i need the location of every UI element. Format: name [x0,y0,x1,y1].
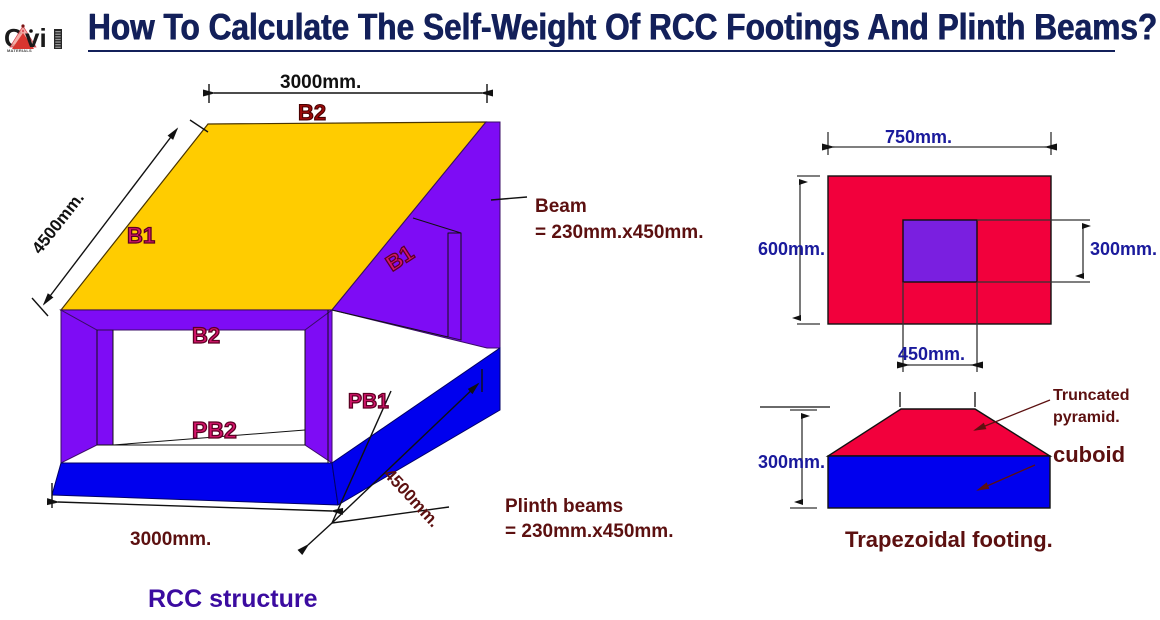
svg-text:B2: B2 [192,323,220,348]
svg-text:Plinth beams: Plinth beams [505,496,623,517]
svg-text:4500mm.: 4500mm. [380,465,444,531]
svg-text:B2: B2 [298,100,326,125]
svg-text:RCC structure: RCC structure [148,585,318,613]
svg-text:B1: B1 [127,223,155,248]
svg-text:cuboid: cuboid [1053,442,1125,467]
svg-text:600mm.: 600mm. [758,239,825,259]
svg-text:3000mm.: 3000mm. [280,72,361,93]
svg-text:= 230mm.x450mm.: = 230mm.x450mm. [535,222,703,243]
svg-text:450mm.: 450mm. [898,344,965,364]
svg-text:4500mm.: 4500mm. [28,188,88,257]
svg-text:pyramid.: pyramid. [1053,409,1120,426]
svg-text:= 230mm.x450mm.: = 230mm.x450mm. [505,521,673,542]
svg-text:Truncated: Truncated [1053,387,1129,404]
svg-text:Beam: Beam [535,196,587,217]
svg-text:Trapezoidal footing.: Trapezoidal footing. [845,527,1053,552]
svg-text:PB2: PB2 [192,417,237,443]
svg-text:750mm.: 750mm. [885,127,952,147]
svg-text:PB1: PB1 [348,390,389,413]
svg-text:300mm.: 300mm. [758,452,825,472]
svg-text:3000mm.: 3000mm. [130,529,211,550]
svg-text:300mm.: 300mm. [1090,239,1157,259]
